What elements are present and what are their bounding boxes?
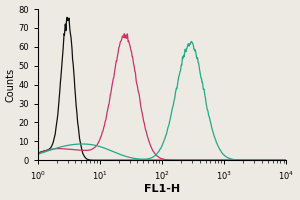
X-axis label: FL1-H: FL1-H	[144, 184, 180, 194]
Y-axis label: Counts: Counts	[6, 68, 16, 102]
